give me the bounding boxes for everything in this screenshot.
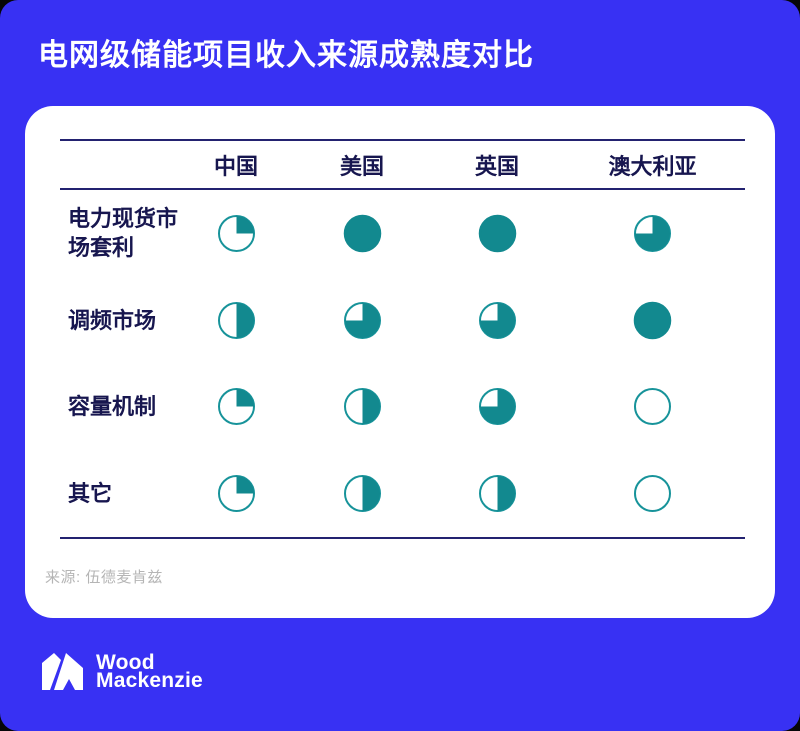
maturity-cell [182, 450, 290, 537]
maturity-cell [182, 364, 290, 451]
maturity-cell [560, 190, 745, 277]
column-header-usa: 美国 [290, 141, 434, 190]
column-header-australia: 澳大利亚 [560, 141, 745, 190]
maturity-ball-svg [343, 388, 381, 426]
table-corner-spacer [60, 141, 182, 190]
maturity-cell [560, 450, 745, 537]
maturity-ball-svg [217, 388, 255, 426]
row-label-capacity-mechanism: 容量机制 [68, 394, 157, 420]
maturity-ball-svg [343, 475, 381, 513]
maturity-ball-svg [217, 475, 255, 513]
maturity-ball-svg [217, 301, 255, 339]
logo-word-line1: Wood [96, 650, 155, 674]
maturity-ball-svg [478, 475, 516, 513]
maturity-cell [182, 277, 290, 364]
maturity-cell [434, 364, 560, 451]
maturity-ball-svg [217, 214, 255, 252]
row-label-spot-market-arbitrage: 电力现货市场套利 [68, 206, 179, 261]
maturity-ball-svg [634, 214, 671, 252]
maturity-cell [290, 450, 434, 537]
row-label-frequency-regulation: 调频市场 [68, 307, 157, 333]
column-header-uk: 英国 [434, 141, 560, 190]
maturity-table: 中国 美国 英国 澳大利亚 电力现货市场套利 调频市场 容量机制 [60, 139, 745, 539]
maturity-cell [290, 277, 434, 364]
maturity-cell [560, 364, 745, 451]
maturity-cell [434, 190, 560, 277]
wood-mackenzie-mark-icon [42, 653, 83, 690]
maturity-ball-svg [478, 388, 516, 426]
maturity-cell [560, 277, 745, 364]
maturity-ball-svg [343, 301, 381, 339]
page-title: 电网级储能项目收入来源成熟度对比 [38, 39, 534, 72]
maturity-ball-svg [343, 214, 381, 253]
maturity-ball-svg [478, 214, 516, 253]
row-label-other: 其它 [68, 481, 113, 507]
maturity-cell [182, 190, 290, 277]
maturity-cell [434, 277, 560, 364]
wood-mackenzie-logo: Wood Mackenzie [42, 650, 203, 692]
chart-card: 中国 美国 英国 澳大利亚 电力现货市场套利 调频市场 容量机制 [25, 106, 775, 618]
maturity-cell [290, 190, 434, 277]
maturity-ball-svg [633, 301, 672, 339]
maturity-ball-svg [634, 388, 671, 426]
maturity-ball-svg [634, 475, 671, 513]
maturity-cell [290, 364, 434, 451]
column-header-china: 中国 [182, 141, 290, 190]
maturity-ball-svg [478, 301, 516, 339]
maturity-cell [434, 450, 560, 537]
wood-mackenzie-wordmark: Wood Mackenzie [96, 650, 203, 692]
source-attribution: 来源: 伍德麦肯兹 [45, 569, 163, 586]
logo-word-line2: Mackenzie [96, 668, 203, 692]
